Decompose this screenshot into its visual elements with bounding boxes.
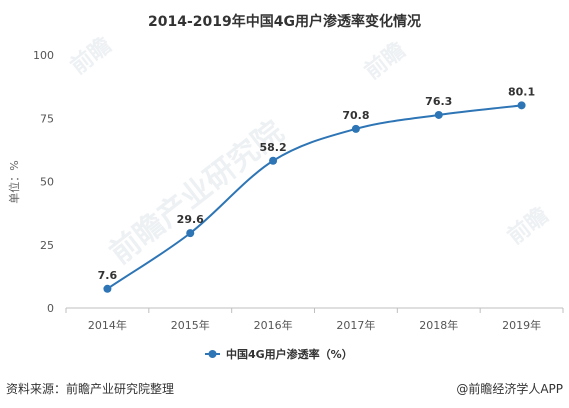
- y-tick-label: 100: [33, 49, 54, 62]
- y-axis-label: 单位：%: [7, 160, 21, 203]
- brand-credit: @前瞻经济学人APP: [456, 381, 563, 396]
- data-point: [103, 284, 112, 293]
- chart-title: 2014-2019年中国4G用户渗透率变化情况: [148, 13, 421, 30]
- data-point: [517, 101, 526, 110]
- data-point: [434, 110, 443, 119]
- y-tick-label: 50: [40, 176, 54, 189]
- data-label: 76.3: [425, 95, 452, 108]
- series-line: [106, 104, 522, 290]
- data-label: 29.6: [177, 213, 204, 226]
- watermark-top-left: 前瞻: [66, 32, 117, 80]
- y-tick-label: 75: [40, 112, 54, 125]
- y-tick-label: 0: [47, 302, 54, 315]
- watermark-top-right: 前瞻: [360, 37, 411, 85]
- x-tick-label: 2019年: [502, 318, 541, 332]
- data-label: 80.1: [508, 85, 535, 98]
- series-group: 7.6 29.6 58.2 70.8 76.3 80.1: [98, 85, 535, 293]
- x-tick-label: 2017年: [336, 318, 375, 332]
- data-label: 7.6: [98, 269, 118, 282]
- watermark-large: 前瞻产业研究院: [103, 114, 290, 271]
- source-note: 资料来源：前瞻产业研究院整理: [6, 381, 174, 396]
- y-tick-label: 25: [40, 239, 54, 252]
- legend: 中国4G用户渗透率（%）: [205, 347, 353, 361]
- data-label: 58.2: [260, 141, 287, 154]
- x-axis: 2014年 2015年 2016年 2017年 2018年 2019年: [65, 307, 564, 332]
- data-point: [351, 124, 360, 133]
- x-tick-label: 2016年: [254, 318, 293, 332]
- x-tick-label: 2015年: [171, 318, 210, 332]
- data-point: [269, 156, 278, 165]
- legend-label: 中国4G用户渗透率（%）: [226, 347, 353, 361]
- legend-marker: [208, 350, 217, 358]
- data-label: 70.8: [342, 109, 369, 122]
- watermark-group: 前瞻产业研究院 前瞻 前瞻 前瞻: [66, 32, 554, 271]
- y-axis-ticks: 0 25 50 75 100: [33, 49, 54, 315]
- x-tick-label: 2014年: [88, 318, 127, 332]
- data-point: [186, 229, 195, 238]
- x-tick-label: 2018年: [419, 318, 458, 332]
- watermark-right: 前瞻: [503, 202, 554, 250]
